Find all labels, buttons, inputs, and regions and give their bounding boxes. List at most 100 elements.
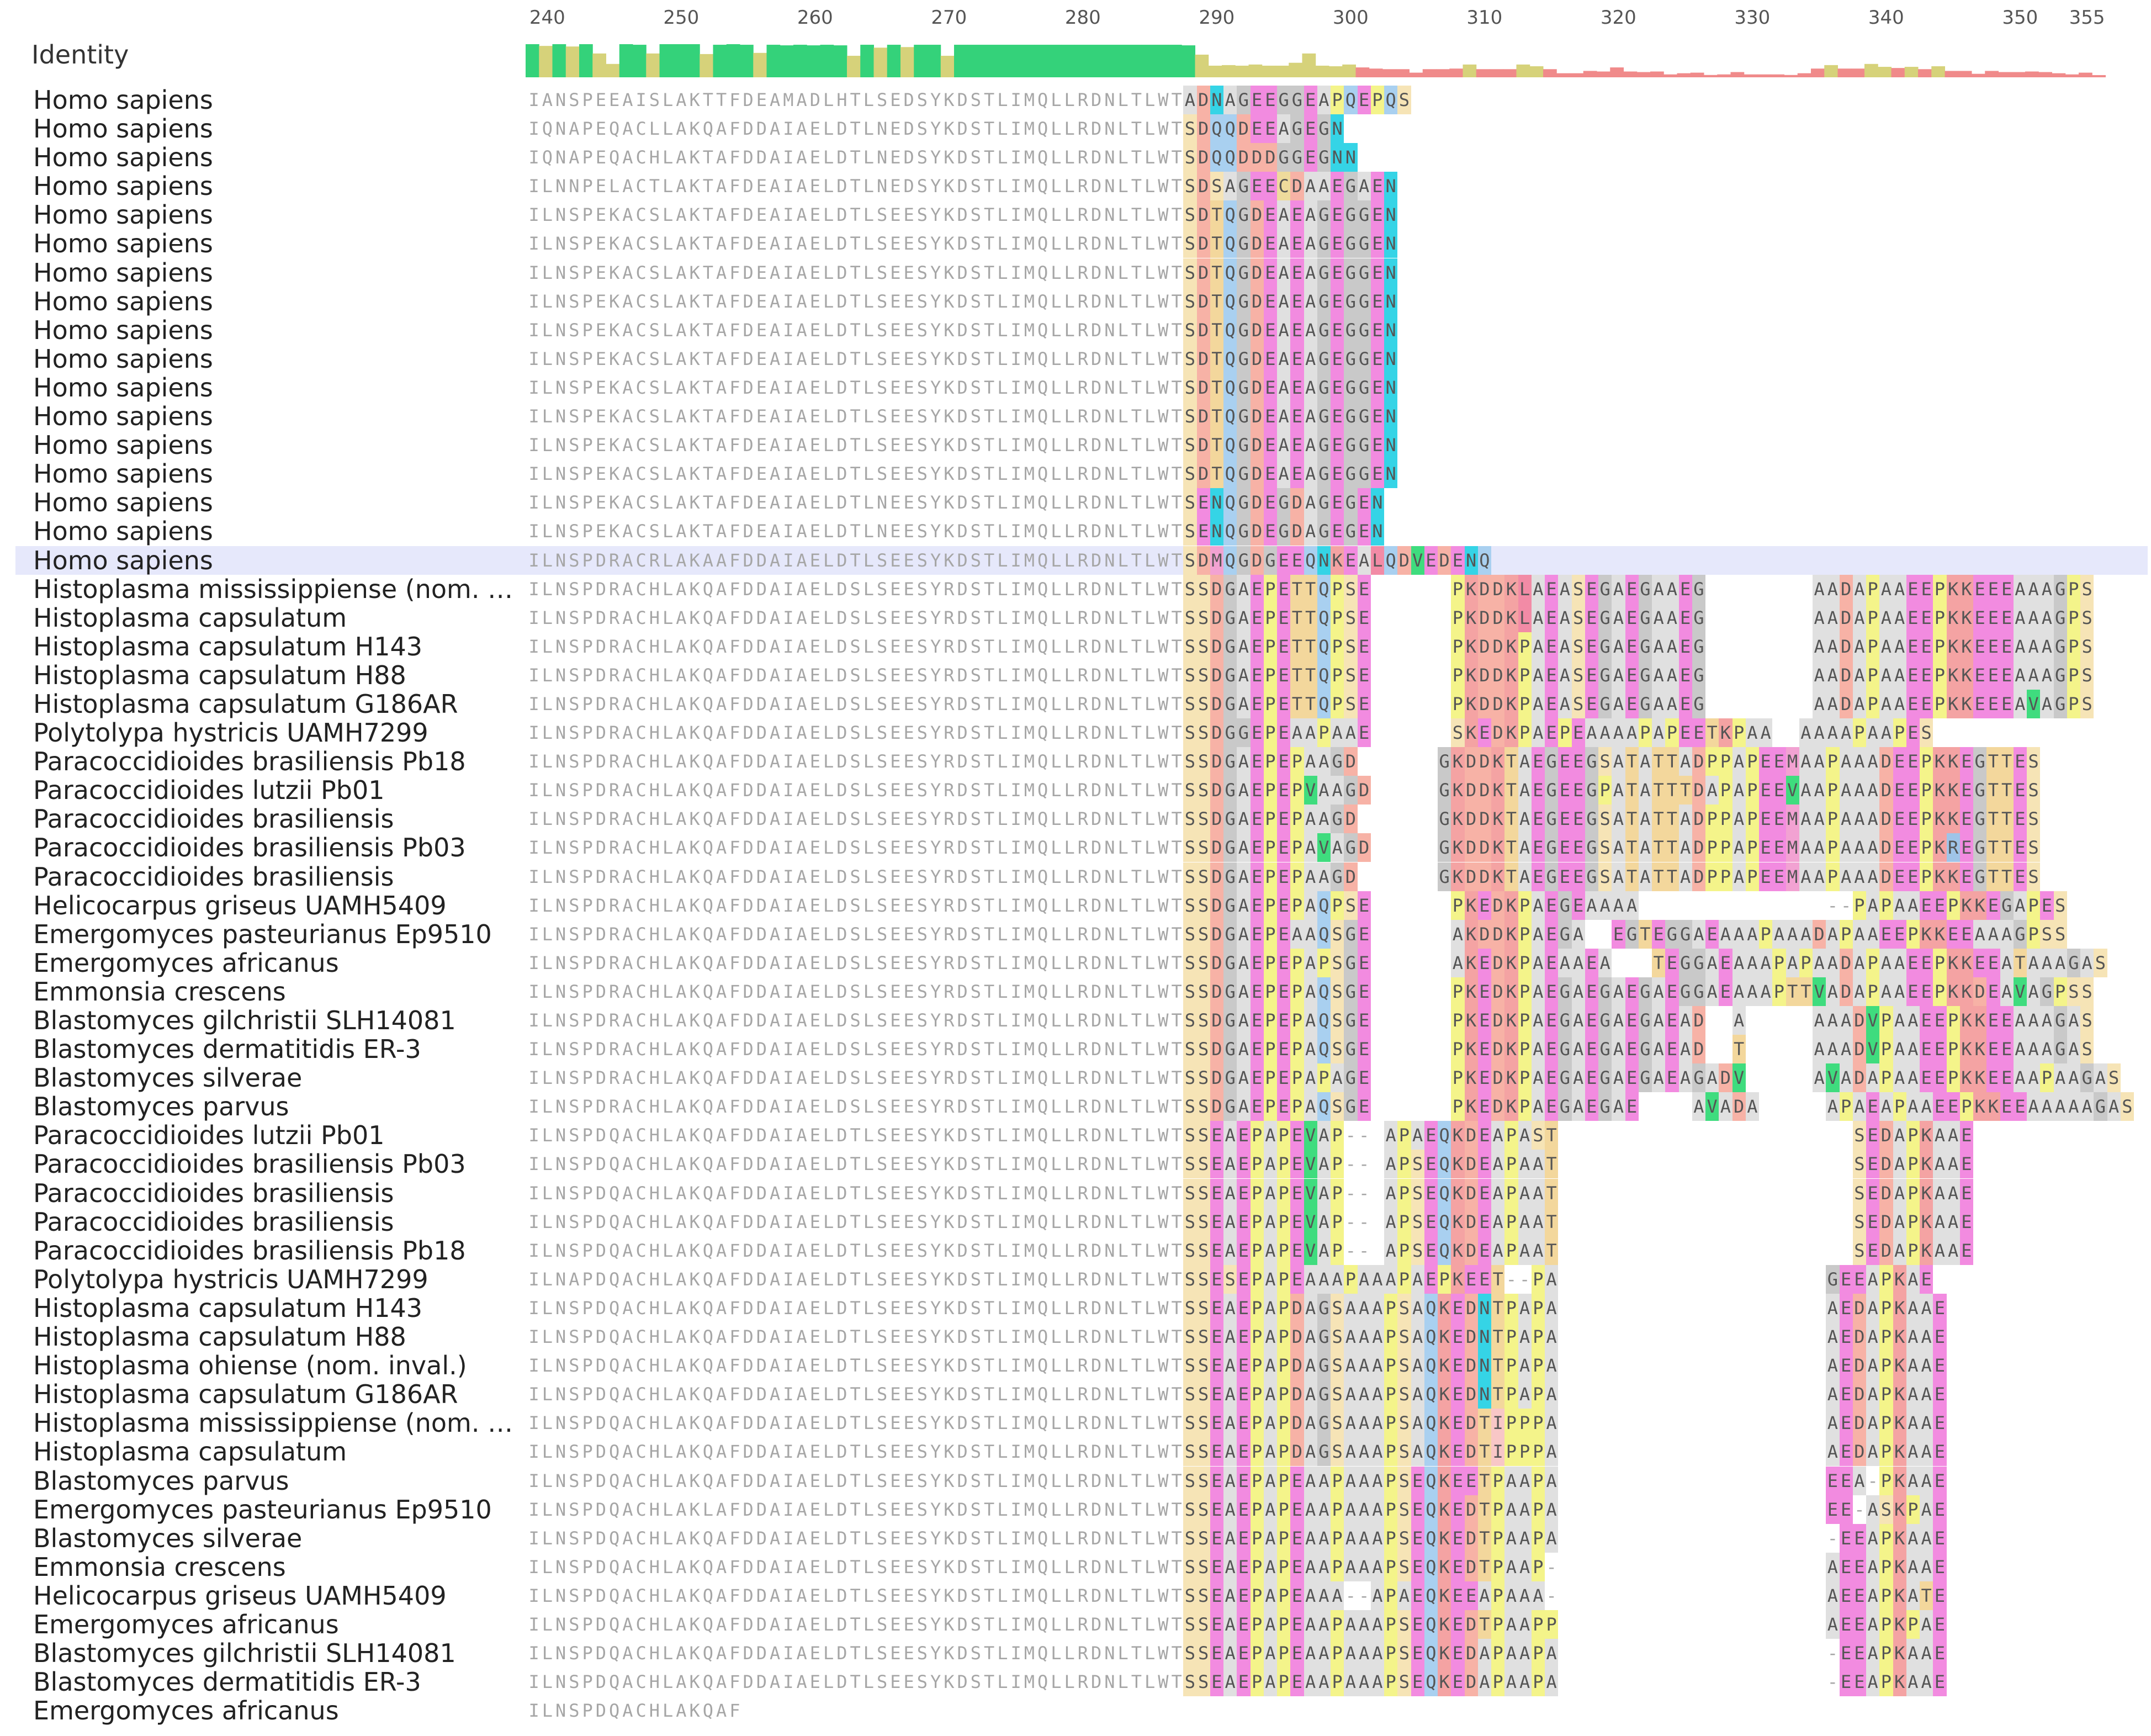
sequence-name[interactable]: Helicocarpus griseus UAMH5409 <box>33 891 447 920</box>
sequence-name[interactable]: Histoplasma capsulatum H88 <box>33 1322 406 1352</box>
sequence-name[interactable]: Emergomyces pasteurianus Ep9510 <box>33 1495 492 1524</box>
sequence-name[interactable]: Emmonsia crescens <box>33 1552 286 1581</box>
sequence-name[interactable]: Paracoccidioides brasiliensis <box>33 805 394 834</box>
sequence-name[interactable]: Blastomyces gilchristii SLH14081 <box>33 1639 456 1668</box>
sequence-name[interactable]: Emergomyces pasteurianus Ep9510 <box>33 919 492 949</box>
sequence-name[interactable]: Blastomyces parvus <box>33 1092 289 1121</box>
sequence-name[interactable]: Histoplasma mississippiense (nom. … <box>33 1409 513 1438</box>
sequence-name[interactable]: Homo sapiens <box>33 287 213 316</box>
sequence-name[interactable]: Histoplasma capsulatum G186AR <box>33 1380 458 1409</box>
sequence-name[interactable]: Homo sapiens <box>33 114 213 144</box>
sequence-name[interactable]: Blastomyces dermatitidis ER-3 <box>33 1668 421 1697</box>
sequence-name[interactable]: Blastomyces gilchristii SLH14081 <box>33 1006 456 1035</box>
sequence-name[interactable]: Histoplasma capsulatum H88 <box>33 660 406 690</box>
sequence-name[interactable]: Homo sapiens <box>33 546 213 575</box>
sequence-name[interactable]: Homo sapiens <box>33 143 213 172</box>
sequence-name[interactable]: Paracoccidioides brasiliensis Pb18 <box>33 1236 466 1265</box>
sequence-name[interactable]: Homo sapiens <box>33 344 213 373</box>
sequence-name[interactable]: Blastomyces dermatitidis ER-3 <box>33 1035 421 1064</box>
sequence-name[interactable]: Histoplasma capsulatum G186AR <box>33 689 458 719</box>
sequence-name[interactable]: Paracoccidioides brasiliensis Pb03 <box>33 1150 466 1179</box>
sequence-name[interactable]: Blastomyces silverae <box>33 1063 303 1093</box>
sequence-name[interactable]: Homo sapiens <box>33 200 213 230</box>
sequence-name[interactable]: Histoplasma mississippiense (nom. … <box>33 574 513 604</box>
sequence-name[interactable]: Blastomyces silverae <box>33 1523 303 1553</box>
sequence-name[interactable]: Paracoccidioides lutzii Pb01 <box>33 1121 385 1150</box>
sequence-name[interactable]: Histoplasma ohiense (nom. inval.) <box>33 1351 467 1380</box>
sequence-name[interactable]: Polytolypa hystricis UAMH7299 <box>33 718 428 748</box>
sequence-name[interactable]: Homo sapiens <box>33 402 213 431</box>
sequence-name[interactable]: Homo sapiens <box>33 517 213 546</box>
sequence-name[interactable]: Homo sapiens <box>33 488 213 517</box>
sequence-name[interactable]: Homo sapiens <box>33 229 213 258</box>
sequence-name[interactable]: Histoplasma capsulatum H143 <box>33 632 423 661</box>
sequence-name[interactable]: Homo sapiens <box>33 373 213 403</box>
sequence-name[interactable]: Homo sapiens <box>33 86 213 115</box>
sequence-name[interactable]: Paracoccidioides brasiliensis Pb18 <box>33 747 466 776</box>
sequence-name[interactable]: Paracoccidioides brasiliensis Pb03 <box>33 833 466 862</box>
sequence-name[interactable]: Blastomyces parvus <box>33 1466 289 1495</box>
sequence-name[interactable]: Paracoccidioides lutzii Pb01 <box>33 776 385 805</box>
sequence-name[interactable]: Helicocarpus griseus UAMH5409 <box>33 1581 447 1610</box>
sequence-name[interactable]: Emergomyces africanus <box>33 1696 339 1726</box>
sequence-name[interactable]: Paracoccidioides brasiliensis <box>33 1178 394 1208</box>
sequence-name[interactable]: Homo sapiens <box>33 431 213 460</box>
sequence-name[interactable]: Histoplasma capsulatum H143 <box>33 1293 423 1323</box>
sequence-name[interactable]: Emergomyces africanus <box>33 948 339 977</box>
sequence-name[interactable]: Homo sapiens <box>33 172 213 201</box>
